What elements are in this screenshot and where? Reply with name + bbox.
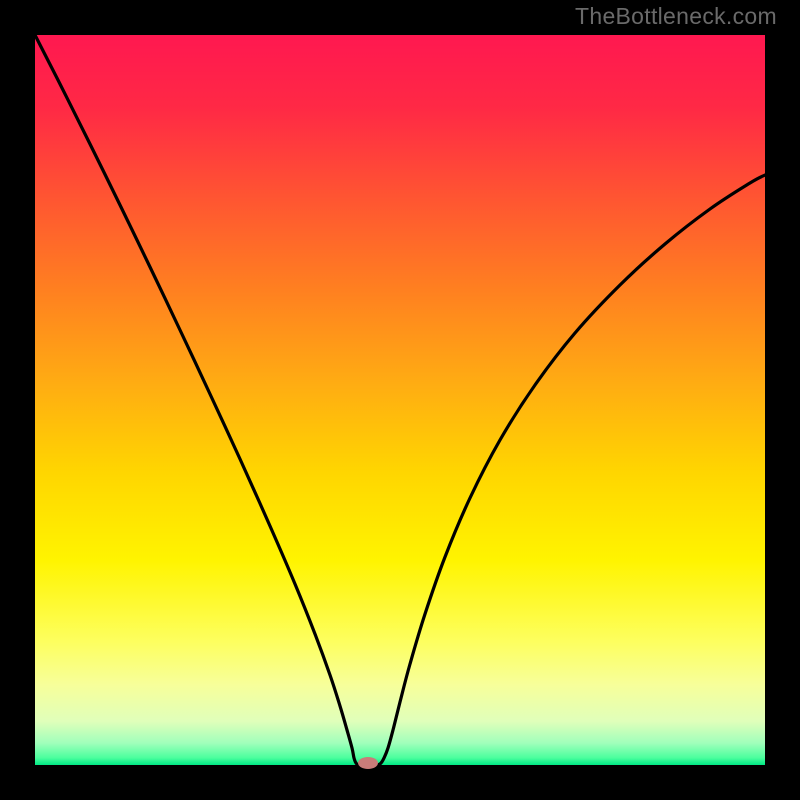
- bottleneck-chart: [0, 0, 800, 800]
- heat-gradient-area: [35, 35, 765, 765]
- watermark-text: TheBottleneck.com: [575, 3, 777, 30]
- optimal-point-marker: [358, 757, 378, 769]
